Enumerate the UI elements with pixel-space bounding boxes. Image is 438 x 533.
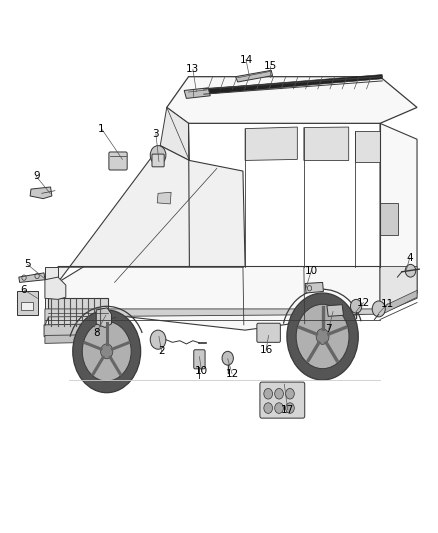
Circle shape — [287, 293, 358, 380]
Text: 7: 7 — [325, 324, 332, 334]
Text: 12: 12 — [226, 369, 239, 378]
Polygon shape — [44, 324, 119, 336]
Circle shape — [350, 300, 362, 313]
Text: 12: 12 — [357, 297, 370, 308]
Polygon shape — [58, 266, 380, 330]
Polygon shape — [157, 192, 171, 204]
Text: 15: 15 — [264, 61, 277, 71]
Polygon shape — [380, 266, 417, 312]
Text: 10: 10 — [195, 367, 208, 376]
Text: 2: 2 — [158, 346, 165, 357]
Circle shape — [150, 330, 166, 349]
Circle shape — [286, 403, 294, 414]
Text: 9: 9 — [33, 172, 39, 181]
Polygon shape — [167, 77, 417, 123]
Polygon shape — [45, 334, 115, 343]
Polygon shape — [236, 70, 272, 82]
Circle shape — [73, 310, 141, 393]
Polygon shape — [305, 282, 323, 293]
Polygon shape — [327, 305, 343, 317]
Text: 1: 1 — [98, 124, 105, 134]
Text: 4: 4 — [406, 253, 413, 263]
Polygon shape — [30, 187, 52, 199]
Polygon shape — [160, 108, 189, 160]
Circle shape — [275, 403, 283, 414]
Circle shape — [316, 329, 329, 344]
Text: 11: 11 — [381, 298, 395, 309]
FancyBboxPatch shape — [109, 152, 127, 170]
Text: 10: 10 — [305, 266, 318, 276]
Text: 3: 3 — [152, 129, 159, 139]
Polygon shape — [204, 75, 382, 94]
Polygon shape — [380, 290, 417, 316]
FancyBboxPatch shape — [257, 323, 280, 342]
Polygon shape — [96, 308, 112, 327]
Polygon shape — [380, 203, 398, 235]
Circle shape — [275, 389, 283, 399]
FancyBboxPatch shape — [152, 154, 164, 167]
Text: 16: 16 — [259, 345, 272, 356]
Polygon shape — [355, 131, 380, 161]
Text: 8: 8 — [93, 328, 99, 338]
Circle shape — [150, 146, 166, 165]
Polygon shape — [45, 266, 58, 309]
Circle shape — [372, 301, 385, 317]
FancyBboxPatch shape — [194, 350, 205, 369]
FancyBboxPatch shape — [260, 382, 305, 418]
Circle shape — [286, 389, 294, 399]
Circle shape — [222, 351, 233, 365]
Text: 5: 5 — [24, 260, 31, 269]
Polygon shape — [380, 123, 417, 312]
Circle shape — [405, 264, 416, 277]
Polygon shape — [21, 302, 33, 310]
Polygon shape — [45, 293, 417, 326]
Polygon shape — [245, 127, 297, 160]
Polygon shape — [304, 127, 349, 160]
Circle shape — [296, 304, 349, 369]
Circle shape — [264, 389, 272, 399]
Text: 13: 13 — [186, 64, 200, 74]
Circle shape — [82, 321, 131, 381]
Text: 17: 17 — [281, 405, 294, 415]
Text: 14: 14 — [239, 55, 253, 64]
Polygon shape — [184, 88, 210, 99]
Polygon shape — [58, 146, 245, 282]
Text: 6: 6 — [21, 285, 27, 295]
Polygon shape — [48, 298, 108, 327]
Circle shape — [101, 344, 113, 359]
Circle shape — [264, 403, 272, 414]
Polygon shape — [19, 273, 45, 282]
Polygon shape — [17, 292, 38, 316]
Polygon shape — [45, 277, 66, 300]
